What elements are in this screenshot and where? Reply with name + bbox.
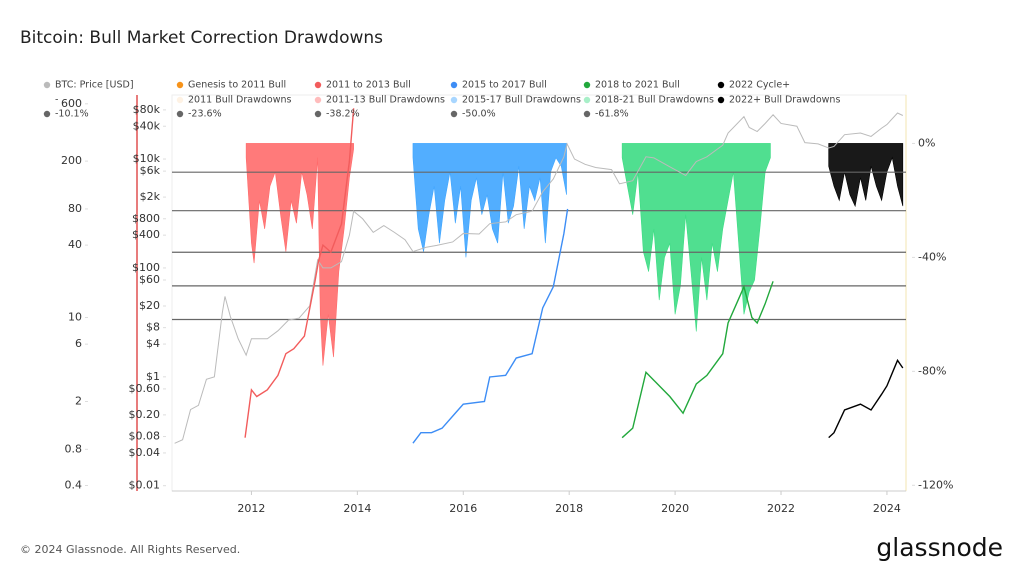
price-tick-label: $80k xyxy=(133,103,161,116)
legend-dot xyxy=(717,96,725,104)
price-line xyxy=(412,208,569,444)
drawdown-area xyxy=(412,143,567,258)
legend-label: 2022 Cycle+ xyxy=(729,80,790,91)
legend-label: -50.0% xyxy=(462,109,496,120)
legend-dot xyxy=(583,81,591,89)
multiple-tick-label: 40 xyxy=(68,238,82,251)
price-line xyxy=(174,112,904,444)
chart-title: Bitcoin: Bull Market Correction Drawdown… xyxy=(20,28,383,48)
legend-dot xyxy=(314,110,322,118)
legend-label: -23.6% xyxy=(188,109,222,120)
legend-label: 2022+ Bull Drawdowns xyxy=(729,95,840,106)
price-tick-label: $2k xyxy=(140,190,161,203)
legend-dot xyxy=(176,96,184,104)
legend-label: 2011-13 Bull Drawdowns xyxy=(326,95,445,106)
legend-label: 2011 to 2013 Bull xyxy=(326,80,411,91)
legend-label: Genesis to 2011 Bull xyxy=(188,80,286,91)
price-line xyxy=(621,281,774,439)
price-tick-label: $6k xyxy=(140,164,161,177)
price-tick-label: $60 xyxy=(139,273,160,286)
legend-dot xyxy=(583,110,591,118)
price-tick-label: $0.60 xyxy=(129,382,161,395)
price-tick-label: $40k xyxy=(133,119,161,132)
x-tick-label: 2018 xyxy=(555,502,583,515)
legend-label: BTC: Price [USD] xyxy=(55,80,134,91)
legend-dot xyxy=(583,96,591,104)
legend-label: 2011 Bull Drawdowns xyxy=(188,95,291,106)
legend-dot xyxy=(314,96,322,104)
legend-label: 2015 to 2017 Bull xyxy=(462,80,547,91)
price-tick-label: $4 xyxy=(146,337,160,350)
legend-label: 2018-21 Bull Drawdowns xyxy=(595,95,714,106)
x-tick-label: 2012 xyxy=(237,502,265,515)
price-tick-label: $10k xyxy=(133,152,161,165)
legend-label: 2018 to 2021 Bull xyxy=(595,80,680,91)
legend-note: - xyxy=(55,95,58,106)
drawdown-tick-label: 0% xyxy=(918,136,935,149)
price-tick-label: $0.08 xyxy=(129,430,161,443)
multiple-tick-label: 2 xyxy=(75,394,82,407)
drawdown-area xyxy=(621,143,771,332)
price-line xyxy=(244,108,355,438)
legend-label: -38.2% xyxy=(326,109,360,120)
price-tick-label: $0.20 xyxy=(129,408,161,421)
multiple-tick-label: 200 xyxy=(61,154,82,167)
footer: © 2024 Glassnode. All Rights Reserved. xyxy=(20,543,240,556)
legend-dot xyxy=(176,81,184,89)
legend-label: -10.1% xyxy=(55,109,89,120)
price-tick-label: $20 xyxy=(139,299,160,312)
legend-dot xyxy=(450,96,458,104)
legend-label: 2015-17 Bull Drawdowns xyxy=(462,95,581,106)
x-tick-label: 2014 xyxy=(343,502,371,515)
multiple-tick-label: 600 xyxy=(61,97,82,110)
drawdown-area xyxy=(245,143,354,366)
drawdown-tick-label: -120% xyxy=(918,478,953,491)
legend-label: -61.8% xyxy=(595,109,629,120)
x-tick-label: 2024 xyxy=(873,502,901,515)
legend-dot xyxy=(43,110,51,118)
price-tick-label: $0.04 xyxy=(129,446,161,459)
multiple-tick-label: 0.4 xyxy=(65,479,83,492)
multiple-tick-label: 6 xyxy=(75,337,82,350)
price-tick-label: $800 xyxy=(132,212,160,225)
multiple-tick-label: 10 xyxy=(68,310,82,323)
drawdown-area xyxy=(828,143,904,208)
multiple-tick-label: 80 xyxy=(68,202,82,215)
legend-dot xyxy=(450,81,458,89)
price-line xyxy=(828,358,904,439)
price-tick-label: $100 xyxy=(132,261,160,274)
x-tick-label: 2020 xyxy=(661,502,689,515)
legend-dot xyxy=(717,81,725,89)
x-tick-label: 2016 xyxy=(449,502,477,515)
x-tick-label: 2022 xyxy=(767,502,795,515)
drawdown-tick-label: -40% xyxy=(918,250,946,263)
price-tick-label: $400 xyxy=(132,228,160,241)
legend-dot xyxy=(43,81,51,89)
drawdown-tick-label: -80% xyxy=(918,364,946,377)
brand-logo: glassnode xyxy=(876,533,1003,562)
price-tick-label: $8 xyxy=(146,321,160,334)
price-tick-label: $0.01 xyxy=(129,479,161,492)
legend-dot xyxy=(450,110,458,118)
multiple-tick-label: 0.8 xyxy=(65,442,83,455)
price-tick-label: $1 xyxy=(146,370,160,383)
legend-dot xyxy=(314,81,322,89)
legend-dot xyxy=(176,110,184,118)
